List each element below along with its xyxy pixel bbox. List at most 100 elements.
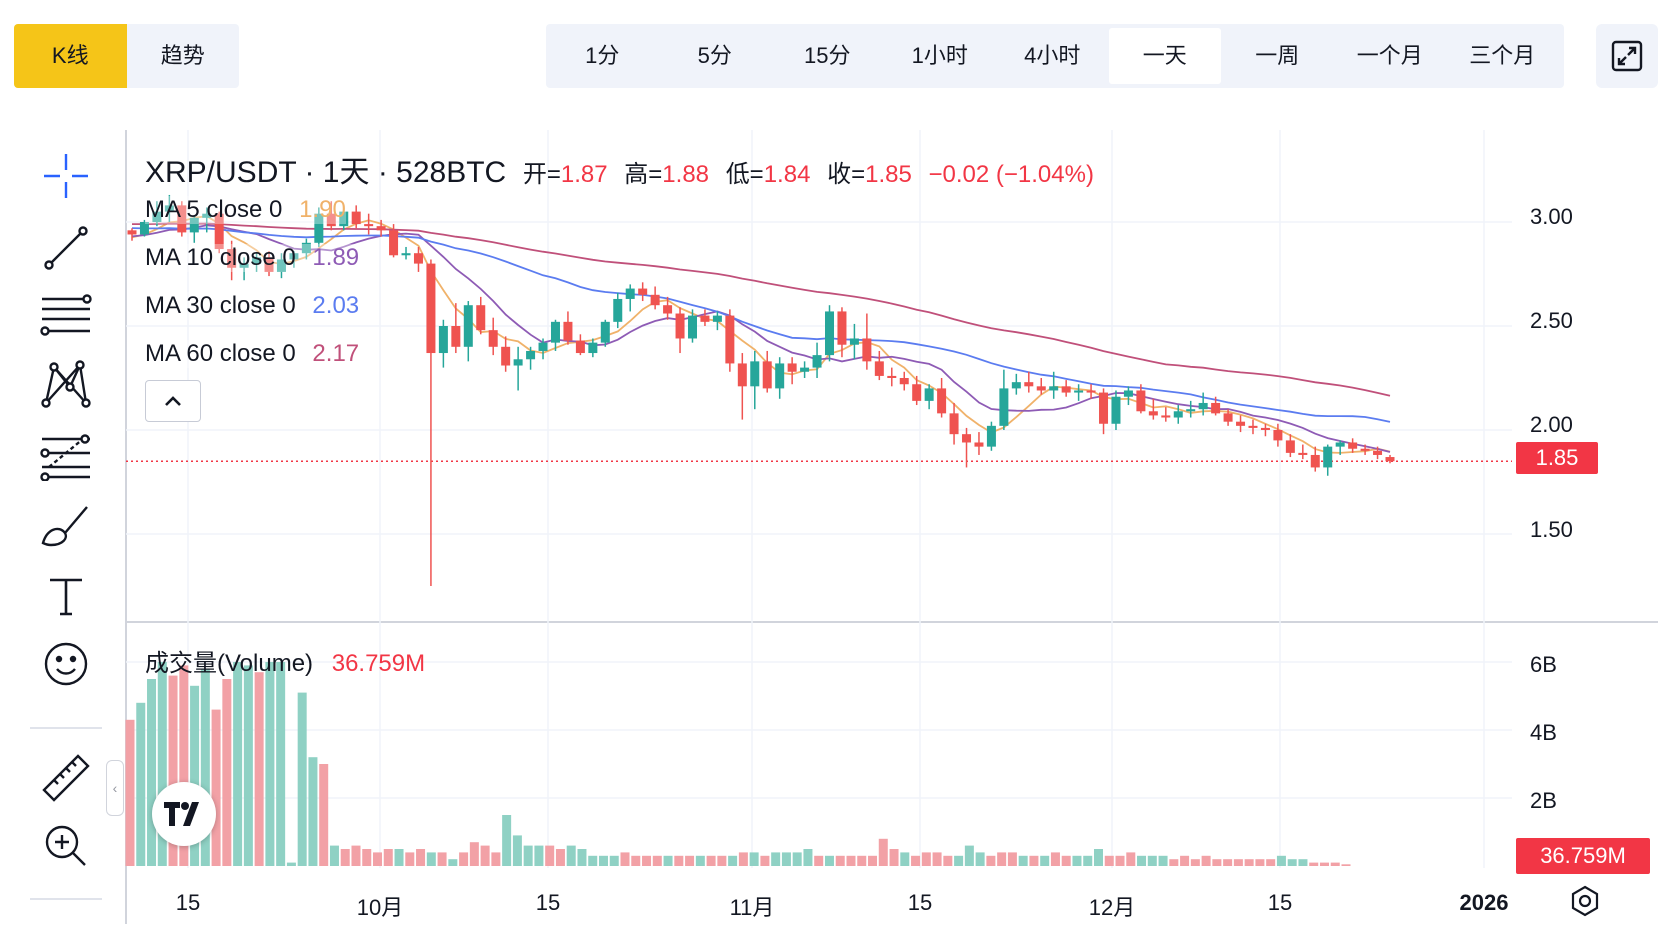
candle-body: [389, 230, 399, 256]
candle-body: [812, 355, 822, 368]
volume-legend: 成交量(Volume) 36.759M: [145, 643, 425, 678]
candle-body: [750, 361, 760, 387]
volume-bar: [835, 855, 845, 866]
candle-body: [513, 359, 523, 366]
candle-body: [924, 388, 934, 401]
volume-bar: [566, 845, 576, 866]
low-label: 低=: [725, 161, 764, 188]
crosshair-icon: [44, 154, 88, 198]
ma30-legend[interactable]: MA 30 close 0 2.03: [145, 292, 360, 320]
volume-bar: [512, 835, 522, 866]
volume-bar: [1190, 859, 1200, 866]
candle-body: [339, 211, 349, 227]
trend-line-tool[interactable]: [38, 220, 94, 276]
tradingview-logo-icon: [164, 802, 199, 826]
volume-bar: [674, 855, 684, 866]
candle-body: [912, 384, 922, 401]
interval-4h[interactable]: 4小时: [1024, 43, 1081, 68]
volume-bar: [868, 855, 878, 866]
interval-15m[interactable]: 15分: [804, 43, 851, 68]
candle-body: [638, 288, 648, 295]
candle-body: [737, 363, 747, 387]
candle-body: [1211, 402, 1221, 414]
volume-bar: [448, 859, 458, 866]
candle-body: [501, 346, 511, 366]
fullscreen-button[interactable]: [1596, 24, 1658, 88]
collapse-legend-button[interactable]: [145, 380, 201, 422]
volume-bar: [211, 709, 221, 866]
candle-body: [1099, 392, 1109, 424]
volume-bar: [308, 757, 318, 866]
symbol-title[interactable]: XRP/USDT · 1天 · 528BTC: [145, 156, 507, 189]
candle-body: [1360, 448, 1370, 451]
candle-body: [849, 338, 859, 345]
interval-1mo[interactable]: 一个月: [1356, 43, 1423, 68]
volume-value: 36.759M: [331, 650, 426, 677]
high-value: 1.88: [662, 161, 710, 188]
candle-body: [214, 213, 224, 250]
candle-body: [264, 257, 274, 272]
candle-body: [1198, 402, 1208, 410]
volume-tick: 6B: [1530, 652, 1557, 677]
candle-body: [1148, 411, 1158, 416]
volume-bar: [1029, 855, 1039, 866]
volume-bar: [1050, 852, 1060, 866]
zoom-in-tool[interactable]: [38, 818, 94, 874]
text-tool[interactable]: [38, 568, 94, 624]
ma30-line: [131, 227, 1391, 423]
tradingview-logo[interactable]: [152, 782, 216, 846]
tab-kline[interactable]: K线: [14, 24, 127, 88]
volume-bar: [394, 849, 404, 866]
brush-tool[interactable]: [38, 498, 94, 554]
chart-settings-button[interactable]: [1568, 884, 1602, 923]
candle-body: [862, 338, 872, 362]
brush-icon: [41, 506, 88, 547]
interval-5m[interactable]: 5分: [697, 43, 732, 68]
ma5-value: 1.90: [299, 196, 346, 223]
ma30-label: MA 30 close 0: [145, 292, 296, 319]
interval-3mo[interactable]: 三个月: [1469, 43, 1536, 68]
candle-body: [1036, 386, 1046, 391]
candle-body: [1086, 390, 1096, 393]
volume-bar: [502, 815, 512, 866]
volume-bar: [814, 855, 824, 866]
volume-bar: [652, 855, 662, 866]
pattern-tool[interactable]: [38, 356, 94, 412]
volume-bar: [179, 665, 189, 866]
ma10-legend[interactable]: MA 10 close 0 1.89: [145, 244, 360, 272]
volume-bar: [1104, 855, 1114, 866]
volume-bar: [1126, 852, 1136, 866]
ruler-tool[interactable]: [38, 750, 94, 806]
volume-bar: [147, 679, 157, 866]
interval-1w[interactable]: 一周: [1255, 43, 1300, 68]
volume-bar: [1341, 864, 1351, 866]
toolbar-toggle-handle[interactable]: ‹: [106, 760, 124, 816]
toolbar-separator-bottom: [30, 898, 102, 900]
ma10-label: MA 10 close 0: [145, 244, 296, 271]
emoji-tool[interactable]: [38, 636, 94, 692]
crosshair-tool[interactable]: [38, 148, 94, 204]
volume-bar: [1223, 859, 1233, 866]
ma5-legend[interactable]: MA 5 close 0 1.90: [145, 196, 346, 224]
candle-body: [675, 313, 685, 339]
tab-trend[interactable]: 趋势: [160, 43, 205, 68]
fib-retracement-tool[interactable]: [38, 288, 94, 344]
candle-body: [550, 321, 560, 343]
candle-body: [974, 442, 984, 447]
prediction-tool[interactable]: [38, 428, 94, 484]
interval-1h[interactable]: 1小时: [911, 43, 968, 68]
candle-body: [1136, 390, 1146, 412]
volume-tick: 2B: [1530, 788, 1557, 813]
candle-body: [712, 315, 722, 322]
volume-bar: [921, 852, 931, 866]
prediction-icon: [40, 434, 90, 481]
interval-1m[interactable]: 1分: [585, 43, 620, 68]
candle-body: [949, 413, 959, 435]
interval-1d[interactable]: 一天: [1108, 28, 1221, 84]
candle-body: [301, 242, 311, 254]
volume-bar: [824, 855, 834, 866]
volume-bar: [577, 849, 587, 866]
ma60-legend[interactable]: MA 60 close 0 2.17: [145, 340, 360, 368]
candle-body: [1285, 440, 1295, 453]
